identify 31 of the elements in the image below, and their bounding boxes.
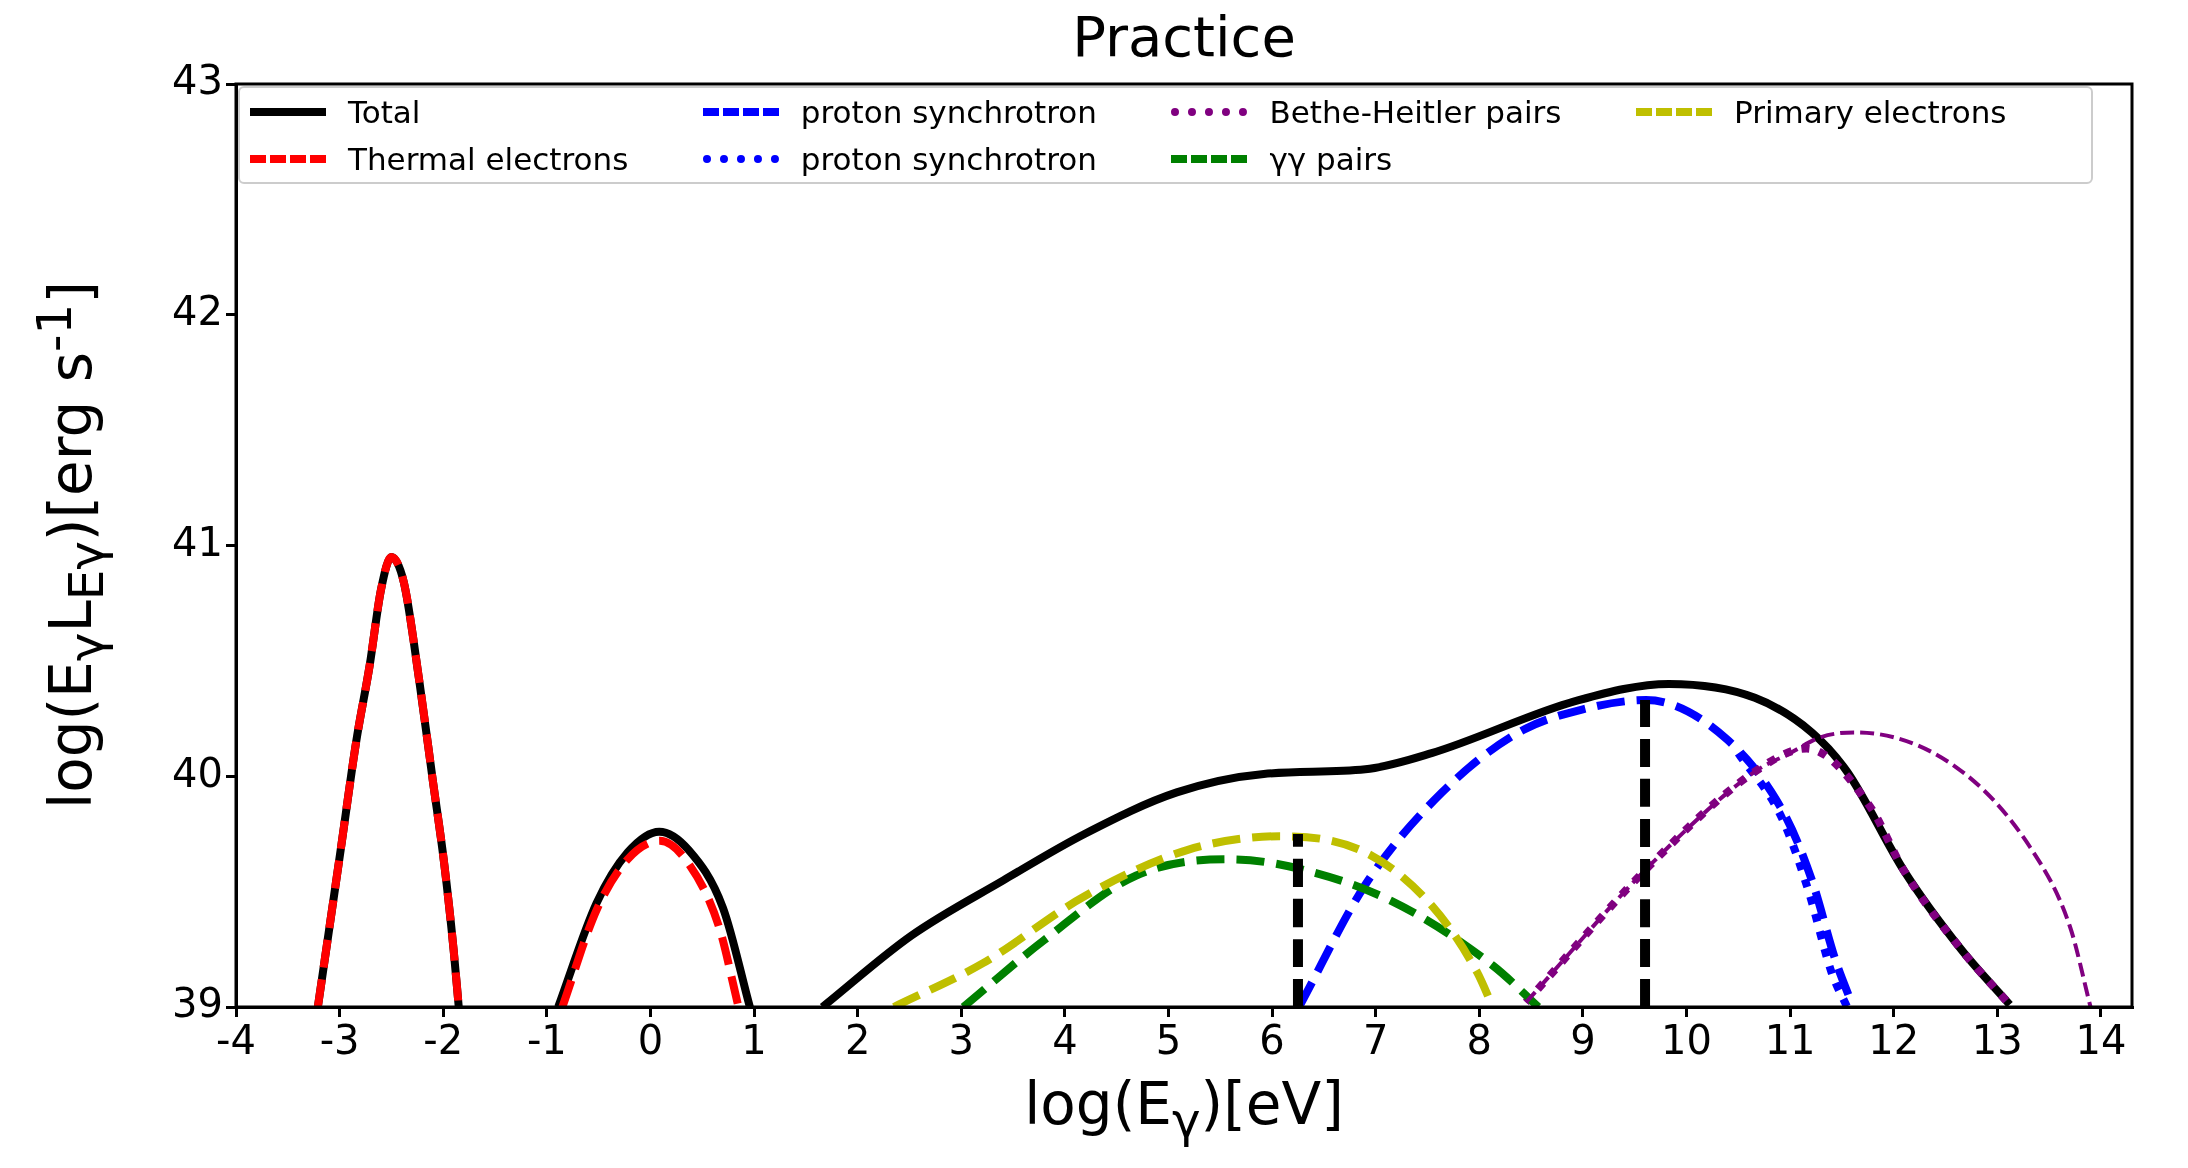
x-tick-label: 2 [844,1017,871,1064]
x-tick-label: 8 [1466,1017,1493,1064]
x-tick-label: 0 [637,1017,664,1064]
x-tick-label: 6 [1259,1017,1285,1064]
x-tick-label: 13 [1971,1017,2023,1064]
legend-label: proton synchrotron [800,93,1097,130]
x-tick-label: -3 [319,1017,360,1064]
x-tick-label: 12 [1868,1017,1920,1064]
x-tick-label: 4 [1052,1017,1078,1064]
x-tick-label: 7 [1362,1017,1389,1064]
x-tick-label: -2 [423,1017,464,1064]
y-tick-label: 42 [172,288,223,335]
y-tick-label: 43 [172,57,223,104]
x-tick-label: 1 [741,1017,767,1064]
y-tick-label: 40 [172,749,223,796]
chart-title: Practice [1072,4,1296,69]
x-tick-label: -1 [526,1017,567,1064]
legend-label: γγ pairs [1269,140,1393,177]
legend-label: Bethe-Heitler pairs [1269,93,1562,130]
legend-label: Total [348,93,421,130]
legend-label: Primary electrons [1734,93,2007,130]
x-tick-label: 14 [2075,1017,2127,1064]
x-tick-label: 10 [1661,1017,1712,1064]
x-tick-label: 9 [1570,1017,1596,1064]
legend-label: Thermal electrons [348,140,629,177]
x-tick-label: 5 [1155,1017,1182,1064]
y-tick-label: 41 [172,518,223,565]
x-tick-label: 3 [948,1017,974,1064]
x-axis-title: log(E$_{γ}$)[eV] [1024,1070,1344,1148]
legend-label: proton synchrotron [800,140,1097,177]
x-tick-label: 11 [1764,1017,1816,1064]
